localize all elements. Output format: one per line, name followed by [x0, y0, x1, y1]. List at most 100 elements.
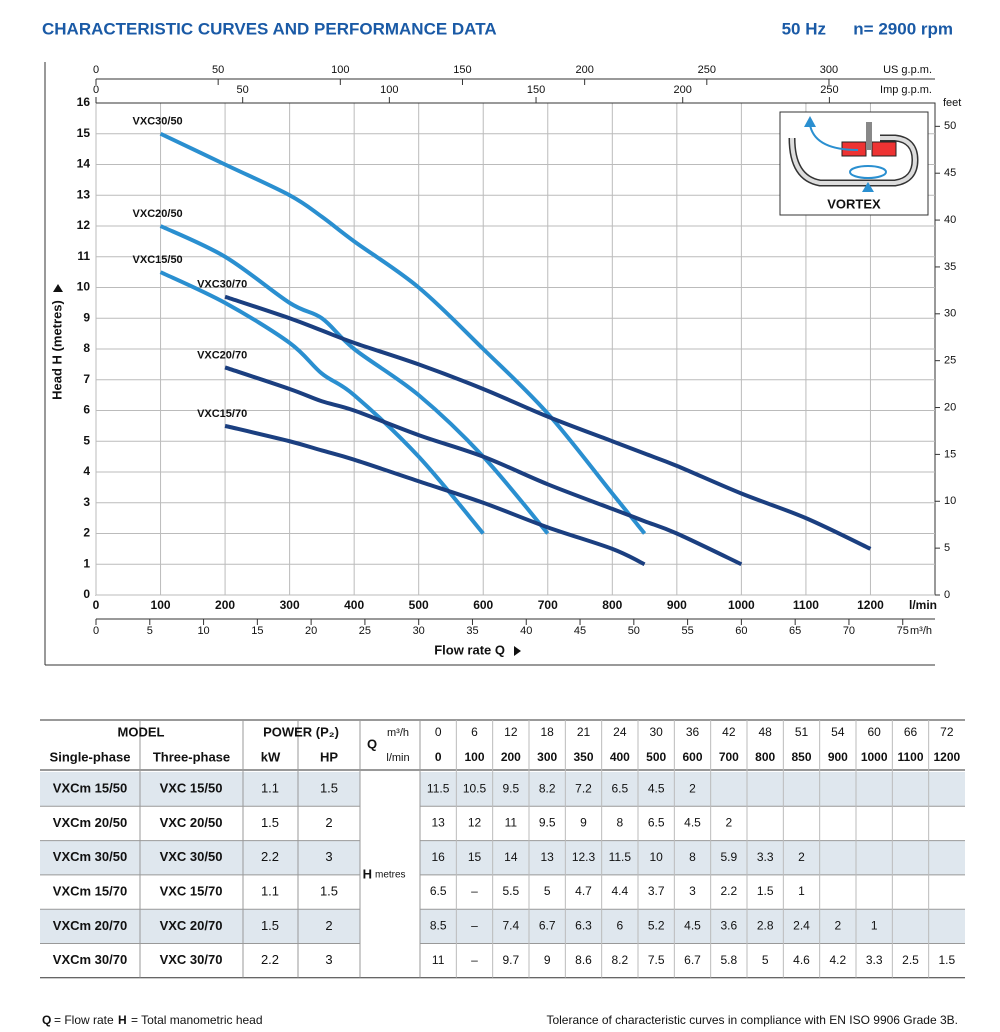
- cell: VXCm 30/50: [53, 849, 127, 864]
- header: MODEL: [118, 724, 165, 739]
- cell: 3.3: [866, 953, 883, 967]
- cell: VXCm 20/50: [53, 815, 127, 830]
- curve-label: VXC30/50: [133, 116, 183, 128]
- cell: 13: [540, 850, 554, 864]
- header: 60: [867, 725, 881, 739]
- cell: 4.5: [684, 816, 701, 830]
- cell: 5.8: [720, 953, 737, 967]
- cell: 11: [432, 953, 445, 967]
- row-shade: [420, 909, 965, 944]
- y-tick-label: 8: [83, 341, 90, 355]
- y-tick-label: 14: [77, 157, 91, 171]
- cell: 9.7: [502, 953, 519, 967]
- y-tick-label: 5: [83, 433, 90, 447]
- tick-label: 5: [147, 625, 153, 637]
- x-unit: l/min: [909, 598, 937, 612]
- header: m³/h: [387, 727, 409, 739]
- cell: 4.5: [684, 919, 701, 933]
- header: Q: [367, 736, 377, 751]
- tick-label: 250: [698, 64, 716, 76]
- tick-label: 25: [359, 625, 371, 637]
- header: 850: [791, 750, 811, 764]
- cell: 7.5: [648, 953, 665, 967]
- cell: 6.7: [684, 953, 701, 967]
- cell: 5.9: [720, 850, 737, 864]
- cell: 2: [798, 850, 805, 864]
- cell: –: [471, 884, 478, 898]
- cell: VXC 15/70: [160, 883, 223, 898]
- tick-label: 100: [380, 84, 398, 96]
- cell: 2: [689, 781, 696, 795]
- header: HP: [320, 749, 338, 764]
- header: l/min: [386, 752, 409, 764]
- cell: 3.6: [720, 919, 737, 933]
- cell: 12: [468, 816, 482, 830]
- cell: VXC 30/70: [160, 952, 223, 967]
- cell: 4.6: [793, 953, 810, 967]
- y-tick-label: 0: [83, 587, 90, 601]
- x-tick-label: 800: [602, 598, 622, 612]
- tick-label: 50: [944, 120, 956, 132]
- tick-label: 10: [197, 625, 209, 637]
- y-tick-label: 16: [77, 95, 91, 109]
- y-tick-label: 1: [83, 556, 90, 570]
- tick-label: 20: [305, 625, 317, 637]
- cell: 3: [325, 849, 332, 864]
- tick-label: 50: [628, 625, 640, 637]
- curve: [224, 294, 872, 551]
- cell: 13: [431, 816, 445, 830]
- row-shade: [420, 840, 965, 875]
- header: 66: [904, 725, 918, 739]
- tick-label: 35: [944, 261, 956, 273]
- header: 300: [537, 750, 557, 764]
- header: 21: [577, 725, 591, 739]
- axis-unit: Imp g.p.m.: [880, 84, 932, 96]
- cell: 6.5: [648, 816, 665, 830]
- header: 54: [831, 725, 845, 739]
- cell: 2.2: [720, 884, 737, 898]
- header: Three-phase: [153, 749, 230, 764]
- cell: 3: [689, 884, 696, 898]
- cell: 3.7: [648, 884, 665, 898]
- cell: 16: [431, 850, 445, 864]
- tick-label: 40: [520, 625, 532, 637]
- header: 24: [613, 725, 627, 739]
- tick-label: 200: [575, 64, 593, 76]
- cell: 1.1: [261, 781, 279, 796]
- tick-label: 50: [212, 64, 224, 76]
- cell: 2.4: [793, 919, 810, 933]
- tick-label: 0: [93, 64, 99, 76]
- x-tick-label: 0: [93, 598, 100, 612]
- y-tick-label: 2: [83, 526, 90, 540]
- cell: 1.5: [320, 781, 338, 796]
- cell: 2.5: [902, 953, 919, 967]
- tick-label: 75: [897, 625, 909, 637]
- cell: VXCm 15/70: [53, 883, 127, 898]
- cell: 5.2: [648, 919, 665, 933]
- cell: 1: [871, 919, 878, 933]
- x-tick-label: 900: [667, 598, 687, 612]
- cell: 5: [544, 884, 551, 898]
- cell: 11: [505, 816, 518, 830]
- axis-unit: US g.p.m.: [883, 64, 932, 76]
- page-title: CHARACTERISTIC CURVES AND PERFORMANCE DA…: [42, 19, 497, 38]
- cell: 9: [580, 816, 587, 830]
- cell: 2.2: [261, 952, 279, 967]
- y-tick-label: 10: [77, 280, 91, 294]
- header: 700: [719, 750, 739, 764]
- cell: 4.4: [611, 884, 628, 898]
- header: 51: [795, 725, 809, 739]
- footer-key: H: [118, 1013, 127, 1027]
- row-shade: [40, 840, 360, 875]
- x-tick-label: 200: [215, 598, 235, 612]
- tick-label: 45: [944, 167, 956, 179]
- cell: 2: [325, 815, 332, 830]
- header: 48: [758, 725, 772, 739]
- header: 0: [435, 725, 442, 739]
- cell: 2: [325, 918, 332, 933]
- y-tick-label: 13: [77, 187, 91, 201]
- data-table: MODEL POWER (P₂) Single-phase Three-phase kW…: [40, 719, 965, 979]
- header: Single-phase: [50, 749, 131, 764]
- header: 900: [828, 750, 848, 764]
- tick-label: 25: [944, 355, 956, 367]
